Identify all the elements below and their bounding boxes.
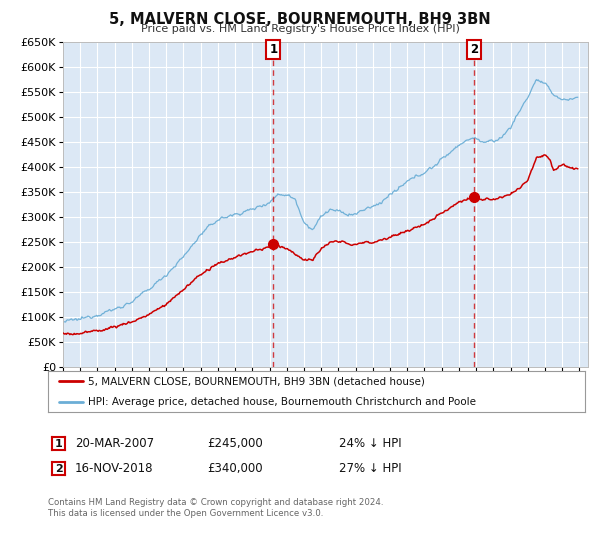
Text: £340,000: £340,000 bbox=[207, 462, 263, 475]
Text: 24% ↓ HPI: 24% ↓ HPI bbox=[339, 437, 401, 450]
Text: Contains HM Land Registry data © Crown copyright and database right 2024.: Contains HM Land Registry data © Crown c… bbox=[48, 498, 383, 507]
Text: 20-MAR-2007: 20-MAR-2007 bbox=[75, 437, 154, 450]
Text: 1: 1 bbox=[269, 43, 277, 56]
Text: 27% ↓ HPI: 27% ↓ HPI bbox=[339, 462, 401, 475]
Text: This data is licensed under the Open Government Licence v3.0.: This data is licensed under the Open Gov… bbox=[48, 510, 323, 519]
Text: 5, MALVERN CLOSE, BOURNEMOUTH, BH9 3BN (detached house): 5, MALVERN CLOSE, BOURNEMOUTH, BH9 3BN (… bbox=[88, 376, 425, 386]
Text: 1: 1 bbox=[55, 438, 62, 449]
Text: 16-NOV-2018: 16-NOV-2018 bbox=[75, 462, 154, 475]
Text: 2: 2 bbox=[470, 43, 478, 56]
Text: Price paid vs. HM Land Registry's House Price Index (HPI): Price paid vs. HM Land Registry's House … bbox=[140, 24, 460, 34]
Text: 5, MALVERN CLOSE, BOURNEMOUTH, BH9 3BN: 5, MALVERN CLOSE, BOURNEMOUTH, BH9 3BN bbox=[109, 12, 491, 27]
Text: £245,000: £245,000 bbox=[207, 437, 263, 450]
Text: 2: 2 bbox=[55, 464, 62, 474]
Text: HPI: Average price, detached house, Bournemouth Christchurch and Poole: HPI: Average price, detached house, Bour… bbox=[88, 396, 476, 407]
